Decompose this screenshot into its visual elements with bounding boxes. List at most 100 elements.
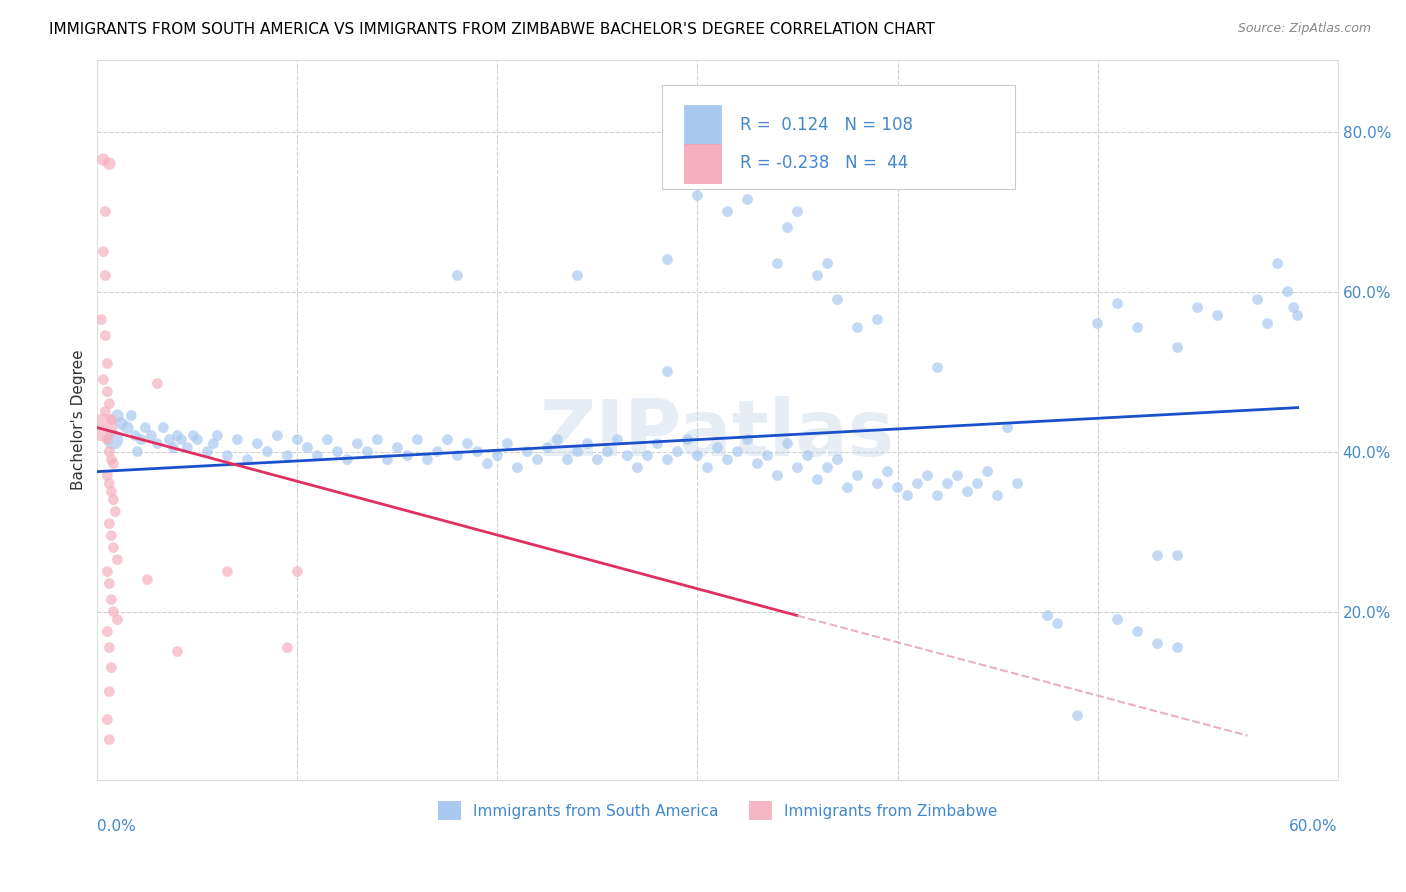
Point xyxy=(1126,320,1149,334)
Text: IMMIGRANTS FROM SOUTH AMERICA VS IMMIGRANTS FROM ZIMBABWE BACHELOR'S DEGREE CORR: IMMIGRANTS FROM SOUTH AMERICA VS IMMIGRA… xyxy=(49,22,935,37)
Point xyxy=(131,433,153,447)
Point xyxy=(576,436,599,450)
Point xyxy=(256,444,278,458)
Text: ZIPatlas: ZIPatlas xyxy=(540,396,896,472)
Point xyxy=(1146,549,1168,563)
Point xyxy=(98,684,121,698)
Point xyxy=(606,433,628,447)
Point xyxy=(100,592,122,607)
Point xyxy=(886,481,908,495)
Point xyxy=(1107,296,1129,310)
Point xyxy=(1187,301,1209,315)
Point xyxy=(90,312,112,326)
Point xyxy=(727,444,749,458)
Point xyxy=(436,433,458,447)
Point xyxy=(737,193,759,207)
Point xyxy=(456,436,478,450)
Point xyxy=(896,489,918,503)
Point xyxy=(100,412,122,426)
Point xyxy=(103,433,125,447)
Point xyxy=(105,409,128,423)
Point xyxy=(846,320,869,334)
Point xyxy=(1282,301,1305,315)
Point xyxy=(907,476,929,491)
Point xyxy=(966,476,988,491)
Point xyxy=(416,452,439,467)
Point xyxy=(98,396,121,410)
Point xyxy=(1206,309,1229,323)
Point xyxy=(997,420,1019,434)
Legend: Immigrants from South America, Immigrants from Zimbabwe: Immigrants from South America, Immigrant… xyxy=(432,795,1004,826)
Point xyxy=(747,164,769,178)
Point xyxy=(387,441,409,455)
Point xyxy=(526,452,548,467)
Point xyxy=(166,428,188,442)
Point xyxy=(976,465,998,479)
Point xyxy=(316,433,339,447)
Point xyxy=(696,460,718,475)
Point xyxy=(806,473,828,487)
Point xyxy=(94,204,117,219)
Point xyxy=(776,220,799,235)
Point xyxy=(1036,608,1059,623)
Point xyxy=(657,252,679,267)
FancyBboxPatch shape xyxy=(662,85,1015,189)
Point xyxy=(657,452,679,467)
Point xyxy=(686,449,709,463)
Point xyxy=(96,384,118,399)
Point xyxy=(596,444,619,458)
Point xyxy=(98,156,121,170)
Point xyxy=(326,444,349,458)
Point xyxy=(1286,309,1309,323)
Point xyxy=(94,328,117,343)
Point xyxy=(157,433,180,447)
Point xyxy=(96,713,118,727)
Point xyxy=(287,565,309,579)
Point xyxy=(105,552,128,566)
Point xyxy=(94,268,117,283)
Point xyxy=(183,428,205,442)
Point xyxy=(477,457,499,471)
Point xyxy=(100,660,122,674)
Point xyxy=(246,436,269,450)
Point xyxy=(567,444,589,458)
Point xyxy=(356,444,378,458)
Point xyxy=(117,420,139,434)
Point xyxy=(120,409,142,423)
Point xyxy=(98,516,121,531)
Point xyxy=(657,365,679,379)
Point xyxy=(127,444,149,458)
Point xyxy=(706,441,728,455)
Point xyxy=(946,468,969,483)
Point xyxy=(786,204,808,219)
Point xyxy=(756,449,779,463)
Point xyxy=(1146,637,1168,651)
Point xyxy=(366,433,388,447)
Point xyxy=(105,613,128,627)
Point xyxy=(1167,549,1189,563)
Point xyxy=(98,640,121,655)
Point xyxy=(93,373,115,387)
Point xyxy=(186,433,208,447)
Point xyxy=(716,204,738,219)
Point xyxy=(96,565,118,579)
Point xyxy=(846,468,869,483)
Point xyxy=(276,449,298,463)
Point xyxy=(96,357,118,371)
Point xyxy=(806,268,828,283)
Point xyxy=(162,441,184,455)
Point xyxy=(1107,613,1129,627)
Text: R = -0.238   N =  44: R = -0.238 N = 44 xyxy=(740,154,908,172)
Point xyxy=(987,489,1010,503)
Point xyxy=(766,468,789,483)
Point xyxy=(236,452,259,467)
Point xyxy=(98,476,121,491)
Point xyxy=(217,449,239,463)
Point xyxy=(876,465,898,479)
Point xyxy=(96,433,118,447)
Point xyxy=(406,433,429,447)
Point xyxy=(586,452,609,467)
Point xyxy=(866,476,889,491)
Point xyxy=(1007,476,1029,491)
Point xyxy=(98,576,121,591)
